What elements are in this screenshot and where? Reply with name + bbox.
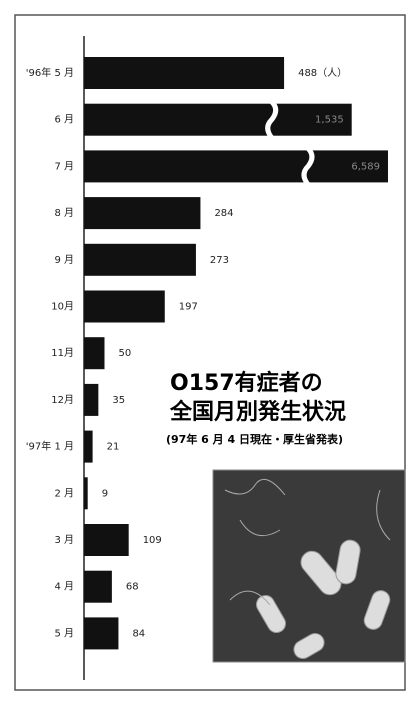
value-label: 21: [107, 442, 120, 453]
chart-title: O157有症者の: [170, 370, 323, 396]
bar: [84, 430, 93, 463]
y-tick-label: 2 月: [54, 487, 74, 499]
bar: [84, 197, 201, 230]
y-tick-label: 9 月: [54, 254, 74, 266]
value-label: 68: [126, 582, 139, 593]
value-label: 50: [119, 348, 132, 359]
value-label: 109: [143, 535, 162, 546]
y-tick-label: 12月: [51, 394, 74, 406]
bar: [84, 103, 352, 136]
axis-break: [301, 146, 315, 186]
y-tick-label: 11月: [51, 347, 74, 359]
bar: [84, 383, 99, 416]
value-label: 35: [112, 395, 125, 406]
value-label: 84: [132, 628, 145, 639]
value-label: 1,535: [315, 115, 344, 126]
value-label: 9: [102, 488, 108, 499]
y-tick-label: 8 月: [54, 207, 74, 219]
value-label: 488（人）: [298, 67, 347, 79]
value-label: 273: [210, 255, 229, 266]
bar: [84, 617, 119, 650]
value-label: 6,589: [351, 161, 380, 172]
bar: [84, 337, 105, 370]
y-tick-label: '97年 1 月: [26, 440, 74, 453]
bar: [84, 570, 112, 603]
bar: [84, 477, 88, 510]
y-tick-label: 4 月: [54, 581, 74, 593]
y-tick-label: 7 月: [54, 160, 74, 172]
bar: [84, 524, 129, 556]
y-tick-label: 10月: [51, 301, 74, 313]
y-tick-label: 3 月: [54, 534, 74, 546]
y-tick-label: 6 月: [54, 114, 74, 126]
bar: [84, 57, 285, 89]
bar: [84, 243, 196, 276]
photo: [212, 469, 406, 663]
value-label: 197: [179, 302, 198, 313]
value-label: 284: [214, 208, 233, 219]
bar: [84, 290, 165, 323]
axis-break: [265, 99, 279, 140]
chart-title: 全国月別発生状況: [169, 399, 346, 425]
bar: [84, 150, 388, 183]
chart-subtitle: (97年 6 月 4 日現在・厚生省発表): [166, 432, 343, 446]
y-tick-label: 5 月: [54, 627, 74, 639]
y-tick-label: '96年 5 月: [26, 66, 74, 79]
